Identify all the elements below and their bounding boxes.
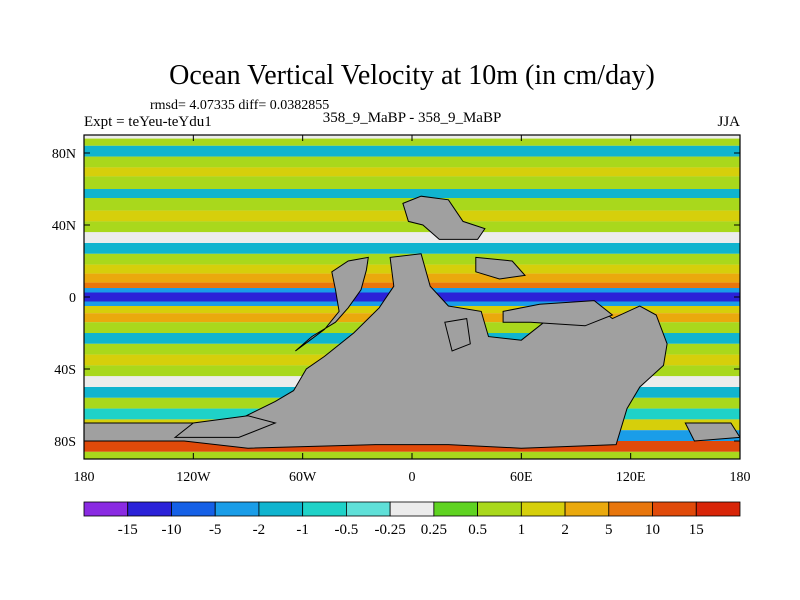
- field-band: [84, 167, 740, 177]
- x-tick-label: 120W: [176, 470, 211, 485]
- x-tick-label: 60E: [510, 470, 533, 485]
- field-band: [84, 138, 740, 146]
- colorbar-label: 0.5: [468, 522, 487, 538]
- chart-title: Ocean Vertical Velocity at 10m (in cm/da…: [169, 60, 655, 91]
- colorbar-swatch: [258, 501, 304, 517]
- land-polygon: [402, 195, 486, 240]
- field-band: [84, 145, 740, 157]
- colorbar-swatch: [389, 501, 435, 517]
- colorbar-label: -10: [161, 522, 181, 538]
- x-tick-label: 180: [730, 470, 751, 485]
- colorbar-swatch: [83, 501, 129, 517]
- colorbar-swatch: [695, 501, 741, 517]
- colorbar-label: -15: [118, 522, 138, 538]
- y-tick-label: 0: [69, 291, 76, 306]
- land-polygon: [173, 415, 277, 438]
- x-tick-label: 60W: [289, 470, 317, 485]
- field-band: [84, 156, 740, 168]
- colorbar-label: 5: [605, 522, 613, 538]
- y-tick-label: 40N: [52, 219, 76, 234]
- colorbar-label: 15: [689, 522, 704, 538]
- colorbar-swatch: [127, 501, 172, 517]
- stats-label: rmsd= 4.07335 diff= 0.0382855: [150, 98, 329, 113]
- y-tick-label: 40S: [54, 363, 76, 378]
- x-tick-label: 0: [409, 470, 416, 485]
- field-band: [84, 232, 740, 243]
- colorbar-label: 10: [645, 522, 660, 538]
- colorbar-label: 2: [561, 522, 569, 538]
- land-polygon: [475, 256, 526, 280]
- x-tick-label: 120E: [616, 470, 646, 485]
- colorbar-label: -0.5: [335, 522, 359, 538]
- land-polygon: [684, 422, 740, 442]
- colorbar-label: -1: [296, 522, 309, 538]
- land-polygon: [295, 256, 369, 352]
- field-band: [84, 441, 740, 452]
- season-label: JJA: [717, 114, 740, 130]
- experiment-label: Expt = teYeu-teYdu1: [84, 114, 212, 130]
- plot-area: [84, 135, 740, 459]
- colorbar-swatch: [171, 501, 216, 517]
- colorbar-label: -0.25: [375, 522, 406, 538]
- x-tick-label: 180: [74, 470, 95, 485]
- colorbar-swatch: [608, 501, 653, 517]
- colorbar-label: 0.25: [421, 522, 447, 538]
- land-masks: [84, 195, 740, 449]
- colorbar-swatch: [477, 501, 522, 517]
- y-tick-label: 80N: [52, 147, 76, 162]
- colorbar-swatch: [345, 501, 391, 517]
- colorbar-swatch: [520, 501, 566, 517]
- case-label: 358_9_MaBP - 358_9_MaBP: [323, 110, 502, 126]
- land-polygon: [502, 300, 614, 327]
- colorbar-label: -5: [209, 522, 222, 538]
- colorbar-swatch: [433, 501, 479, 517]
- field-band: [84, 243, 740, 254]
- colorbar: -15 -10 -5 -2 -1 -0.5 -0.25 0.25 0.5 1 2 5 10 15: [83, 501, 741, 538]
- colorbar-swatch: [214, 501, 260, 517]
- y-axis: 80N 40N 0 40S 80S: [52, 147, 740, 450]
- colorbar-swatch: [652, 501, 697, 517]
- colorbar-label: -2: [253, 522, 266, 538]
- land-polygon: [444, 318, 471, 352]
- colorbar-swatch: [564, 501, 610, 517]
- field-band: [84, 221, 740, 233]
- y-tick-label: 80S: [54, 435, 76, 450]
- colorbar-swatch: [302, 501, 347, 517]
- colorbar-label: 1: [518, 522, 526, 538]
- field-band: [84, 189, 740, 198]
- field-band: [84, 176, 740, 189]
- x-axis: 180 120W 60W 0 60E 120E 180: [74, 135, 751, 485]
